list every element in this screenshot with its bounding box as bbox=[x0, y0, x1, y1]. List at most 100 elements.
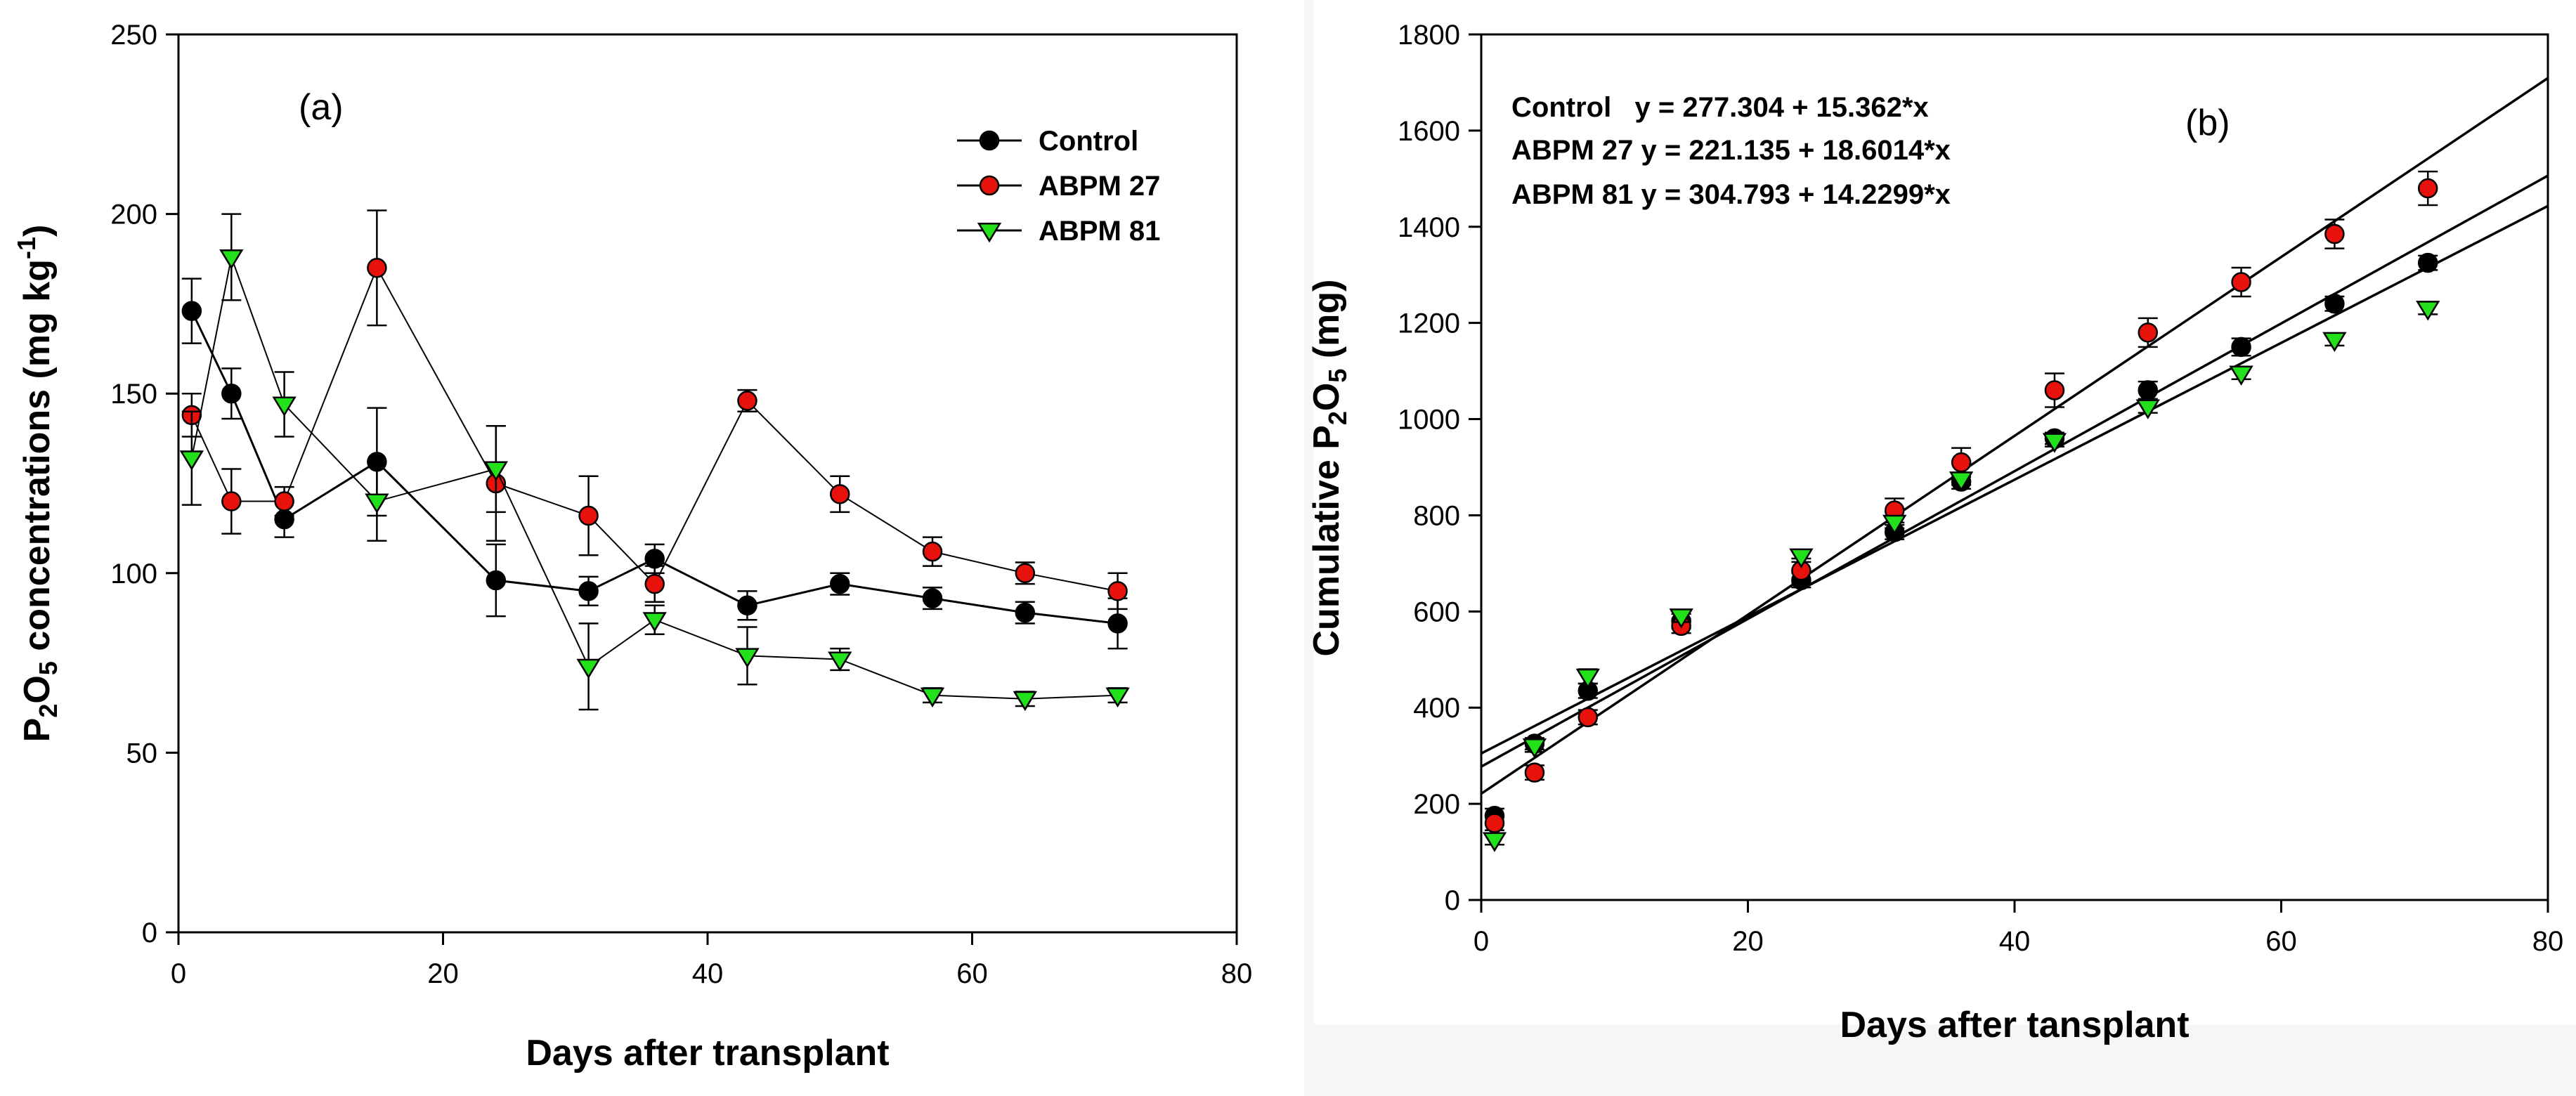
panel-b-x-axis-label: Days after tansplant bbox=[1840, 1005, 2189, 1045]
panel-a: 0 50 100 150 200 250 0 20 40 60 80 (a) Days after… bbox=[12, 20, 1253, 1074]
legend-marker bbox=[979, 130, 1000, 151]
y-tick-label: 400 bbox=[1413, 693, 1460, 724]
data-point bbox=[922, 541, 943, 562]
y-tick-label: 800 bbox=[1413, 500, 1460, 531]
y-tick-label: 1200 bbox=[1398, 308, 1460, 339]
fit-line-control bbox=[1481, 174, 2549, 768]
data-point bbox=[642, 612, 667, 632]
data-point bbox=[2324, 294, 2345, 314]
y-tick-label: 100 bbox=[110, 559, 157, 589]
data-point bbox=[2231, 272, 2251, 292]
panel-a-y-ticks: 0 50 100 150 200 250 bbox=[110, 20, 178, 948]
legend-item: ABPM 27 bbox=[957, 171, 1160, 202]
series-control bbox=[1484, 252, 2438, 826]
series-line bbox=[190, 254, 1118, 700]
panel-a-series bbox=[179, 209, 1130, 712]
panel-a-y-label-sup: -1 bbox=[12, 237, 41, 259]
x-tick-label: 40 bbox=[692, 958, 724, 989]
y-tick-label: 1800 bbox=[1398, 20, 1460, 51]
panel-a-legend: Control ABPM 27 ABPM 81 bbox=[957, 126, 1160, 247]
data-point bbox=[2229, 365, 2253, 386]
data-point bbox=[1669, 608, 1693, 629]
panel-b-y-axis-label: Cumulative P2O5 (mg) bbox=[1306, 279, 1352, 656]
series-abpm-81 bbox=[179, 213, 1130, 712]
data-point bbox=[2324, 223, 2345, 244]
data-point bbox=[920, 687, 945, 707]
panel-b-y-label-o: O bbox=[1306, 383, 1347, 411]
data-point bbox=[1015, 563, 1036, 584]
panel-b-series bbox=[1482, 170, 2440, 852]
panel-a-background bbox=[0, 0, 1304, 1096]
data-point bbox=[2138, 380, 2158, 400]
fit-line-abpm-27 bbox=[1481, 77, 2549, 795]
x-tick-label: 80 bbox=[2532, 926, 2564, 957]
data-point bbox=[272, 396, 297, 417]
data-point bbox=[1105, 687, 1130, 707]
data-point bbox=[576, 658, 601, 679]
legend-label: ABPM 81 bbox=[1039, 216, 1160, 247]
data-point bbox=[644, 573, 665, 594]
data-point bbox=[365, 493, 389, 514]
data-point bbox=[1575, 668, 1600, 689]
data-point bbox=[2042, 433, 2067, 453]
data-point bbox=[221, 491, 242, 511]
panel-a-y-label-p: P bbox=[17, 718, 58, 743]
data-point bbox=[1951, 452, 1972, 473]
data-point bbox=[1524, 762, 1545, 783]
legend-label: Control bbox=[1039, 126, 1138, 157]
data-point bbox=[2231, 337, 2251, 358]
data-point bbox=[486, 570, 507, 591]
fit-line-abpm-81 bbox=[1481, 204, 2549, 755]
panel-b: 0 200 400 600 800 1000 1200 1400 1600 1800 0 20 40 6… bbox=[1306, 20, 2563, 1045]
data-point bbox=[483, 461, 508, 481]
data-point bbox=[274, 491, 294, 511]
y-tick-label: 0 bbox=[1445, 885, 1460, 916]
data-point bbox=[1013, 691, 1037, 712]
data-point bbox=[1107, 613, 1128, 634]
data-point bbox=[2417, 178, 2438, 199]
y-tick-label: 50 bbox=[126, 738, 158, 769]
panel-a-y-label-o: O bbox=[17, 675, 58, 703]
data-point bbox=[1578, 707, 1599, 728]
y-tick-label: 1400 bbox=[1398, 212, 1460, 243]
data-point bbox=[830, 573, 850, 594]
data-point bbox=[2417, 252, 2438, 273]
panel-a-y-label-end: ) bbox=[17, 225, 58, 237]
panel-b-y-label-rest: (mg) bbox=[1306, 279, 1347, 368]
data-point bbox=[2322, 332, 2347, 352]
panel-b-y-ticks: 0 200 400 600 800 1000 1200 1400 1600 1800 bbox=[1398, 20, 1481, 916]
y-tick-label: 600 bbox=[1413, 596, 1460, 627]
x-tick-label: 0 bbox=[1474, 926, 1489, 957]
panel-b-fit-lines bbox=[1481, 77, 2549, 795]
x-tick-label: 0 bbox=[171, 958, 186, 989]
panel-b-x-ticks: 0 20 40 60 80 bbox=[1474, 900, 2563, 957]
data-point bbox=[2138, 322, 2158, 343]
data-point bbox=[1522, 738, 1547, 759]
data-point bbox=[2135, 399, 2160, 419]
data-point bbox=[181, 301, 202, 321]
x-tick-label: 40 bbox=[1999, 926, 2031, 957]
panel-a-y-label-sub1: 2 bbox=[34, 704, 63, 718]
data-point bbox=[828, 651, 852, 672]
series-abpm-27 bbox=[1484, 170, 2438, 833]
legend-label: ABPM 27 bbox=[1039, 171, 1160, 202]
data-point bbox=[830, 484, 850, 504]
panel-b-equation-control: Control y = 277.304 + 15.362*x bbox=[1511, 92, 1929, 123]
x-tick-label: 20 bbox=[427, 958, 459, 989]
legend-marker bbox=[977, 223, 1002, 243]
data-point bbox=[1949, 471, 1974, 492]
panel-a-y-label-rest: concentrations (mg kg bbox=[17, 259, 58, 661]
panel-a-x-axis-label: Days after transplant bbox=[526, 1033, 889, 1074]
data-point bbox=[922, 588, 943, 608]
panel-b-equation-abpm27: ABPM 27 y = 221.135 + 18.6014*x bbox=[1511, 135, 1951, 166]
data-point bbox=[1015, 602, 1036, 623]
data-point bbox=[1789, 548, 1814, 568]
data-point bbox=[219, 249, 244, 270]
y-tick-label: 200 bbox=[110, 200, 157, 230]
data-point bbox=[1882, 514, 1907, 535]
panel-a-y-label-sub2: 5 bbox=[34, 661, 63, 675]
data-point bbox=[179, 450, 204, 471]
y-tick-label: 0 bbox=[142, 918, 157, 948]
